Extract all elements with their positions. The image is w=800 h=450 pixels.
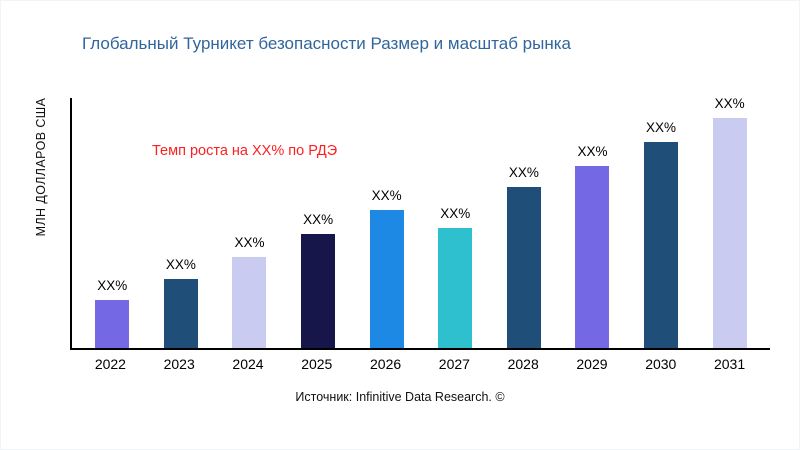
bar-2031 [712,118,747,348]
x-tick-2024: 2024 [232,356,264,372]
bar-2030 [644,142,679,348]
bar-value-label-2030: XX% [646,120,677,135]
bar-group-2026: XX% [352,188,421,348]
plot-area: Темп роста на XX% по РДЭ XX% XX% XX% XX% XX%… [70,96,770,350]
bar-value-label-2023: XX% [165,257,196,272]
bar-group-2029: XX% [558,144,627,348]
x-tick-2025: 2025 [301,356,333,372]
x-tick-2028: 2028 [507,356,539,372]
x-tick-2026: 2026 [370,356,402,372]
bar-group-2022: XX% [78,278,147,348]
x-tick-2027: 2027 [438,356,470,372]
bar-group-2030: XX% [627,120,696,348]
bar-2029 [575,166,610,348]
bar-2025 [301,234,336,348]
source-attribution: Источник: Infinitive Data Research. © [295,390,505,404]
bar-value-label-2029: XX% [577,144,608,159]
x-tick-2022: 2022 [94,356,126,372]
bar-2027 [438,228,473,348]
bar-value-label-2025: XX% [303,212,334,227]
x-tick-2029: 2029 [576,356,608,372]
x-axis-labels: 2022 2023 2024 2025 2026 2027 2028 2029 2030 2031 [70,356,770,372]
y-axis-label: МЛН ДОЛЛАРОВ США [34,97,48,237]
bar-value-label-2027: XX% [440,206,471,221]
bar-group-2027: XX% [421,206,490,348]
bar-group-2031: XX% [695,96,764,348]
x-tick-2031: 2031 [713,356,746,372]
bar-group-2024: XX% [215,235,284,348]
bar-value-label-2031: XX% [714,96,745,111]
bar-2024 [232,257,267,348]
x-tick-2023: 2023 [163,356,195,372]
bar-group-2023: XX% [147,257,216,348]
bar-2026 [369,210,404,348]
bar-value-label-2024: XX% [234,235,265,250]
bar-value-label-2022: XX% [97,278,128,293]
chart-title: Глобальный Турникет безопасности Размер … [82,34,572,53]
bar-2023 [163,279,198,348]
bar-group-2028: XX% [490,165,559,348]
bar-group-2025: XX% [284,212,353,348]
bar-value-label-2028: XX% [508,165,539,180]
x-tick-2030: 2030 [645,356,677,372]
growth-rate-annotation: Темп роста на XX% по РДЭ [152,143,338,159]
bar-2022 [95,300,130,348]
bar-2028 [506,187,541,348]
bar-value-label-2026: XX% [371,188,402,203]
bars-row: XX% XX% XX% XX% XX% XX% XX% XX% XX% XX% [72,96,770,348]
